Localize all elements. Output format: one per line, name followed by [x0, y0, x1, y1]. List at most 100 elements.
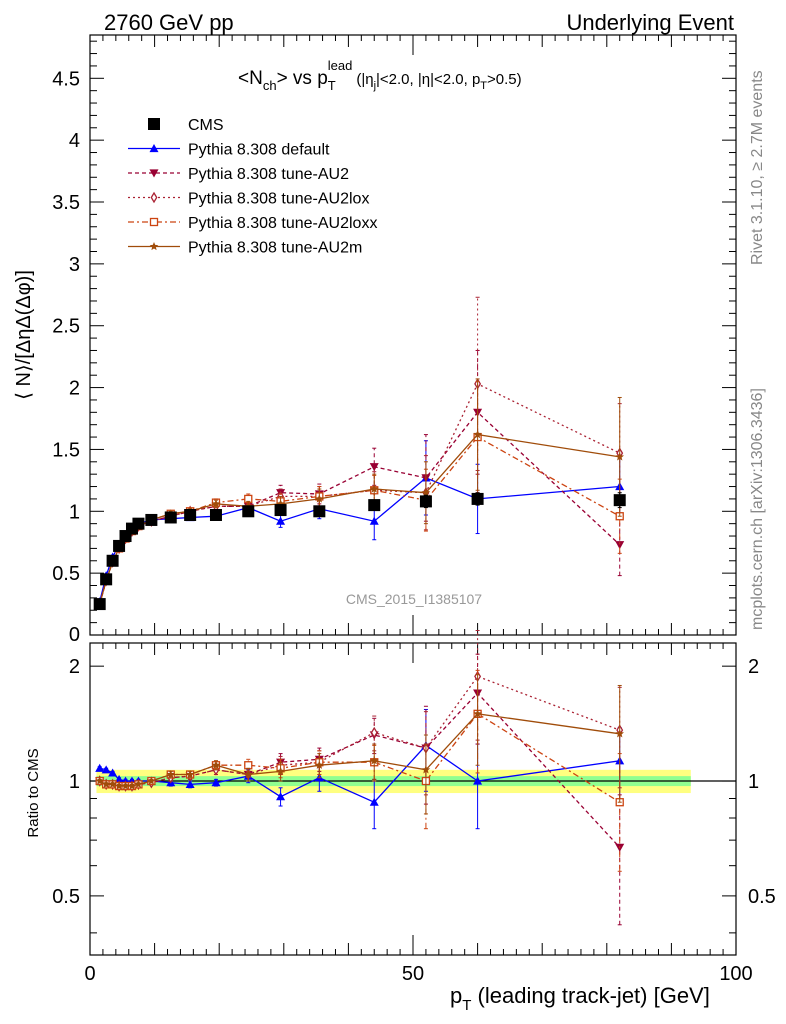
ratio-data-point: [121, 781, 130, 790]
ratio-series-pythia-8-308-tune-au2m: [95, 674, 624, 815]
ratio-data-point: [147, 776, 156, 785]
ratio-data-point: [276, 766, 285, 775]
title-sub-c: j: [373, 80, 376, 92]
legend: CMS Pythia 8.308 default Pythia 8.308 tune…: [128, 117, 377, 257]
ratio-data-point: [95, 763, 105, 772]
ratio-data-point: [211, 778, 221, 787]
main-data-point: [313, 505, 326, 518]
main-data-point: [274, 504, 287, 517]
main-data-point: [145, 513, 158, 526]
ratio-data-point: [95, 776, 104, 785]
main-series-line: [99, 411, 621, 605]
ratio-data-point: [421, 765, 431, 774]
main-ytick-label: 4: [69, 130, 80, 152]
main-data-point: [369, 516, 379, 525]
ratio-data-point: [244, 761, 253, 770]
title-part-a: <N: [238, 68, 263, 89]
main-panel: CMS_2015_I1385107 <Nch> vs pTlead(|ηj|<2…: [13, 34, 737, 646]
title-part-d: |<2.0, |η|<2.0, p: [376, 71, 480, 88]
ratio-data-point: [108, 768, 118, 777]
watermark: CMS_2015_I1385107: [346, 591, 482, 607]
main-series-pythia-8-308-tune-au2loxx: [95, 380, 624, 609]
main-ytick-label: 2.5: [52, 316, 80, 338]
ratio-data-point: [369, 797, 379, 806]
xtick-label: 0: [84, 963, 95, 985]
xlabel-rest: (leading track-jet) [GeV]: [471, 983, 709, 1008]
title-sup-b: lead: [328, 58, 353, 73]
ratio-ylabel: Ratio to CMS: [25, 748, 42, 837]
ratio-series-pythia-8-308-default: [95, 708, 625, 830]
legend-label: Pythia 8.308 tune-AU2: [188, 166, 349, 183]
main-series-line: [99, 433, 620, 605]
main-data-point: [276, 516, 286, 525]
legend-label: Pythia 8.308 tune-AU2loxx: [188, 215, 377, 232]
legend-marker: [148, 118, 160, 130]
main-data-point: [419, 495, 432, 508]
main-data-point: [421, 488, 431, 497]
xtick-label: 100: [719, 963, 752, 985]
legend-marker: [149, 144, 159, 153]
main-series-pythia-8-308-tune-au2: [95, 349, 625, 609]
title-part-c: (|η: [356, 71, 373, 88]
legend-entry: Pythia 8.308 tune-AU2lox: [128, 191, 369, 208]
title-part-b: > vs p: [277, 68, 328, 89]
xtick-label: 50: [402, 963, 424, 985]
ratio-data-point: [134, 779, 143, 788]
main-ytick-label: 0.5: [52, 563, 80, 585]
ratio-data-point: [370, 756, 379, 765]
ratio-ytick-label: 1: [69, 771, 80, 793]
main-data-point: [615, 541, 625, 550]
main-series-cms: [93, 492, 626, 611]
header-right: Underlying Event: [566, 10, 734, 35]
main-data-point: [113, 539, 126, 552]
main-ylabel: ⟨ N⟩/[ΔηΔ(Δφ)]: [13, 270, 35, 400]
main-ytick-label: 3.5: [52, 192, 80, 214]
legend-marker: [149, 169, 159, 178]
title-part-e: >0.5): [487, 71, 522, 88]
ratio-data-point: [108, 779, 117, 788]
rivet-label: Rivet 3.1.10, ≥ 2.7M events: [749, 70, 766, 265]
main-series-line: [99, 383, 620, 605]
ratio-data-point: [114, 781, 124, 790]
legend-entry: Pythia 8.308 default: [128, 142, 330, 159]
main-data-point: [132, 517, 145, 530]
legend-entry: CMS: [148, 117, 224, 134]
main-ytick-label-zero: 0: [69, 624, 80, 646]
title-sub-b: T: [328, 78, 336, 93]
ratio-data-point: [185, 770, 195, 779]
main-data-point: [106, 554, 119, 567]
ratio-ytick-label: 0.5: [52, 886, 80, 908]
main-data-point: [125, 522, 138, 535]
main-series-line: [99, 477, 620, 602]
ratio-data-point: [185, 779, 195, 788]
mcplots-label: mcplots.cern.ch [arXiv:1306.3436]: [749, 388, 766, 630]
ratio-data-point: [473, 776, 483, 785]
main-data-point: [242, 505, 255, 518]
ratio-data-point: [615, 729, 624, 738]
plot-title: <Nch> vs pTlead(|ηj|<2.0, |η|<2.0, pT>0.…: [238, 58, 522, 93]
main-data-point: [473, 430, 482, 439]
x-axis-label: pT (leading track-jet) [GeV]: [450, 983, 710, 1014]
main-frame: [89, 34, 737, 636]
legend-label: Pythia 8.308 tune-AU2m: [188, 240, 362, 257]
main-ytick-label: 3: [69, 254, 80, 276]
main-data-point: [613, 494, 626, 507]
main-data-point: [100, 573, 113, 586]
ratio-data-point: [166, 770, 175, 779]
legend-entry: Pythia 8.308 tune-AU2m: [128, 240, 362, 257]
main-data-point: [93, 598, 106, 611]
ratio-series-line: [99, 692, 621, 848]
main-data-point: [471, 492, 484, 505]
ratio-data-point: [315, 760, 324, 769]
main-data-point: [184, 509, 197, 521]
legend-marker: [149, 242, 159, 251]
title-sub-a: ch: [263, 78, 277, 93]
ratio-frame: [89, 642, 737, 956]
ratio-data-point: [101, 765, 111, 774]
main-series-line: [99, 436, 621, 605]
ratio-data-point: [127, 781, 137, 790]
legend-entry: Pythia 8.308 tune-AU2: [128, 166, 349, 183]
ratio-data-point: [101, 779, 111, 788]
ratio-data-point: [211, 760, 221, 769]
